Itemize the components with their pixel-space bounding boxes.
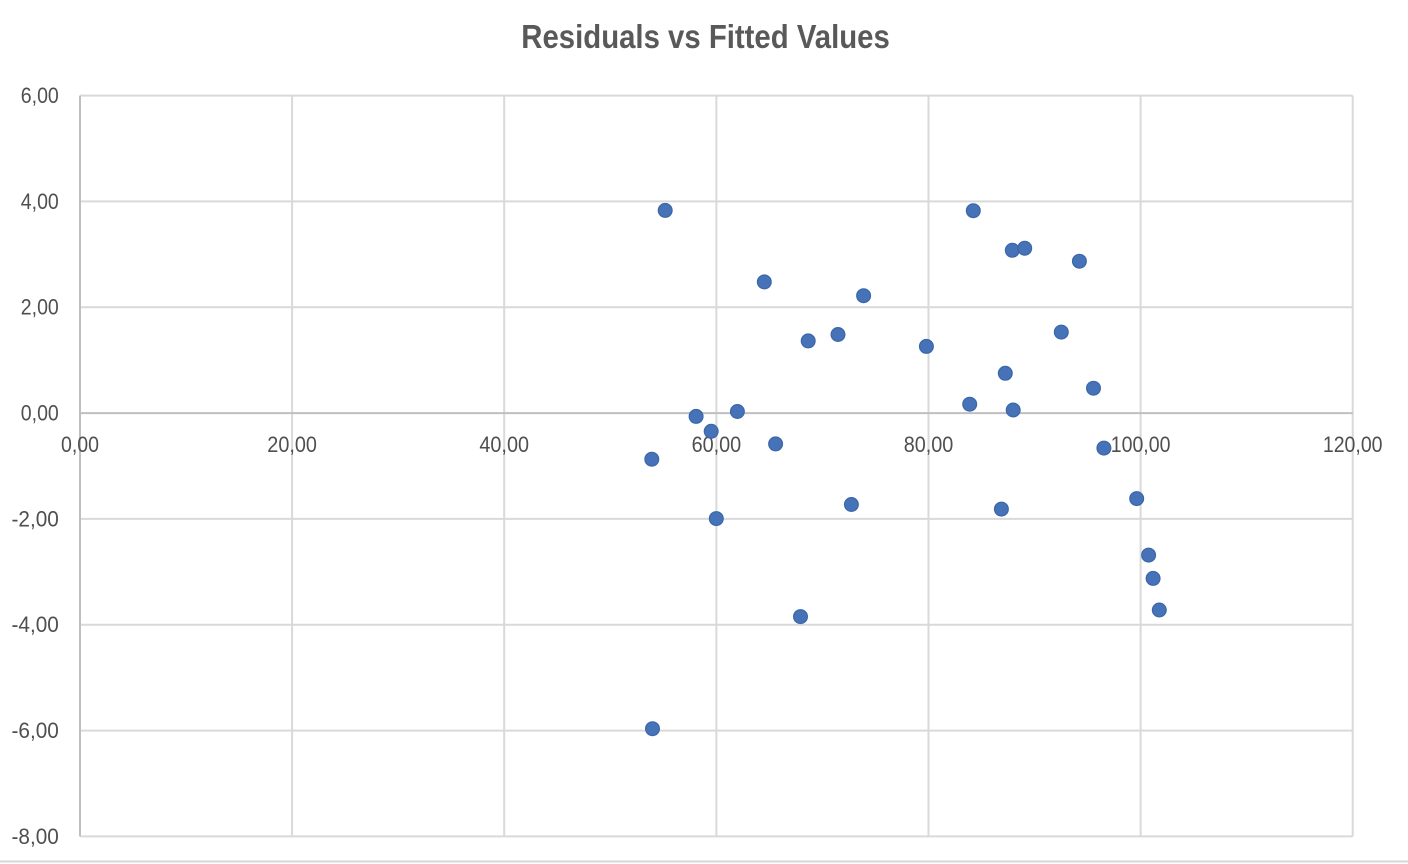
svg-text:-8,00: -8,00 — [12, 824, 59, 849]
svg-text:20,00: 20,00 — [267, 432, 317, 457]
svg-text:4,00: 4,00 — [21, 189, 59, 214]
svg-text:Residuals vs Fitted Values: Residuals vs Fitted Values — [521, 19, 890, 56]
svg-text:-2,00: -2,00 — [12, 506, 59, 531]
svg-text:40,00: 40,00 — [479, 432, 529, 457]
svg-text:6,00: 6,00 — [21, 83, 59, 108]
svg-text:100,00: 100,00 — [1111, 432, 1171, 457]
svg-text:120,00: 120,00 — [1323, 432, 1383, 457]
svg-text:2,00: 2,00 — [21, 295, 59, 320]
svg-text:0,00: 0,00 — [21, 401, 59, 426]
svg-text:-4,00: -4,00 — [12, 612, 59, 637]
svg-text:-6,00: -6,00 — [12, 718, 59, 743]
svg-text:80,00: 80,00 — [904, 432, 954, 457]
svg-text:0,00: 0,00 — [61, 432, 99, 457]
